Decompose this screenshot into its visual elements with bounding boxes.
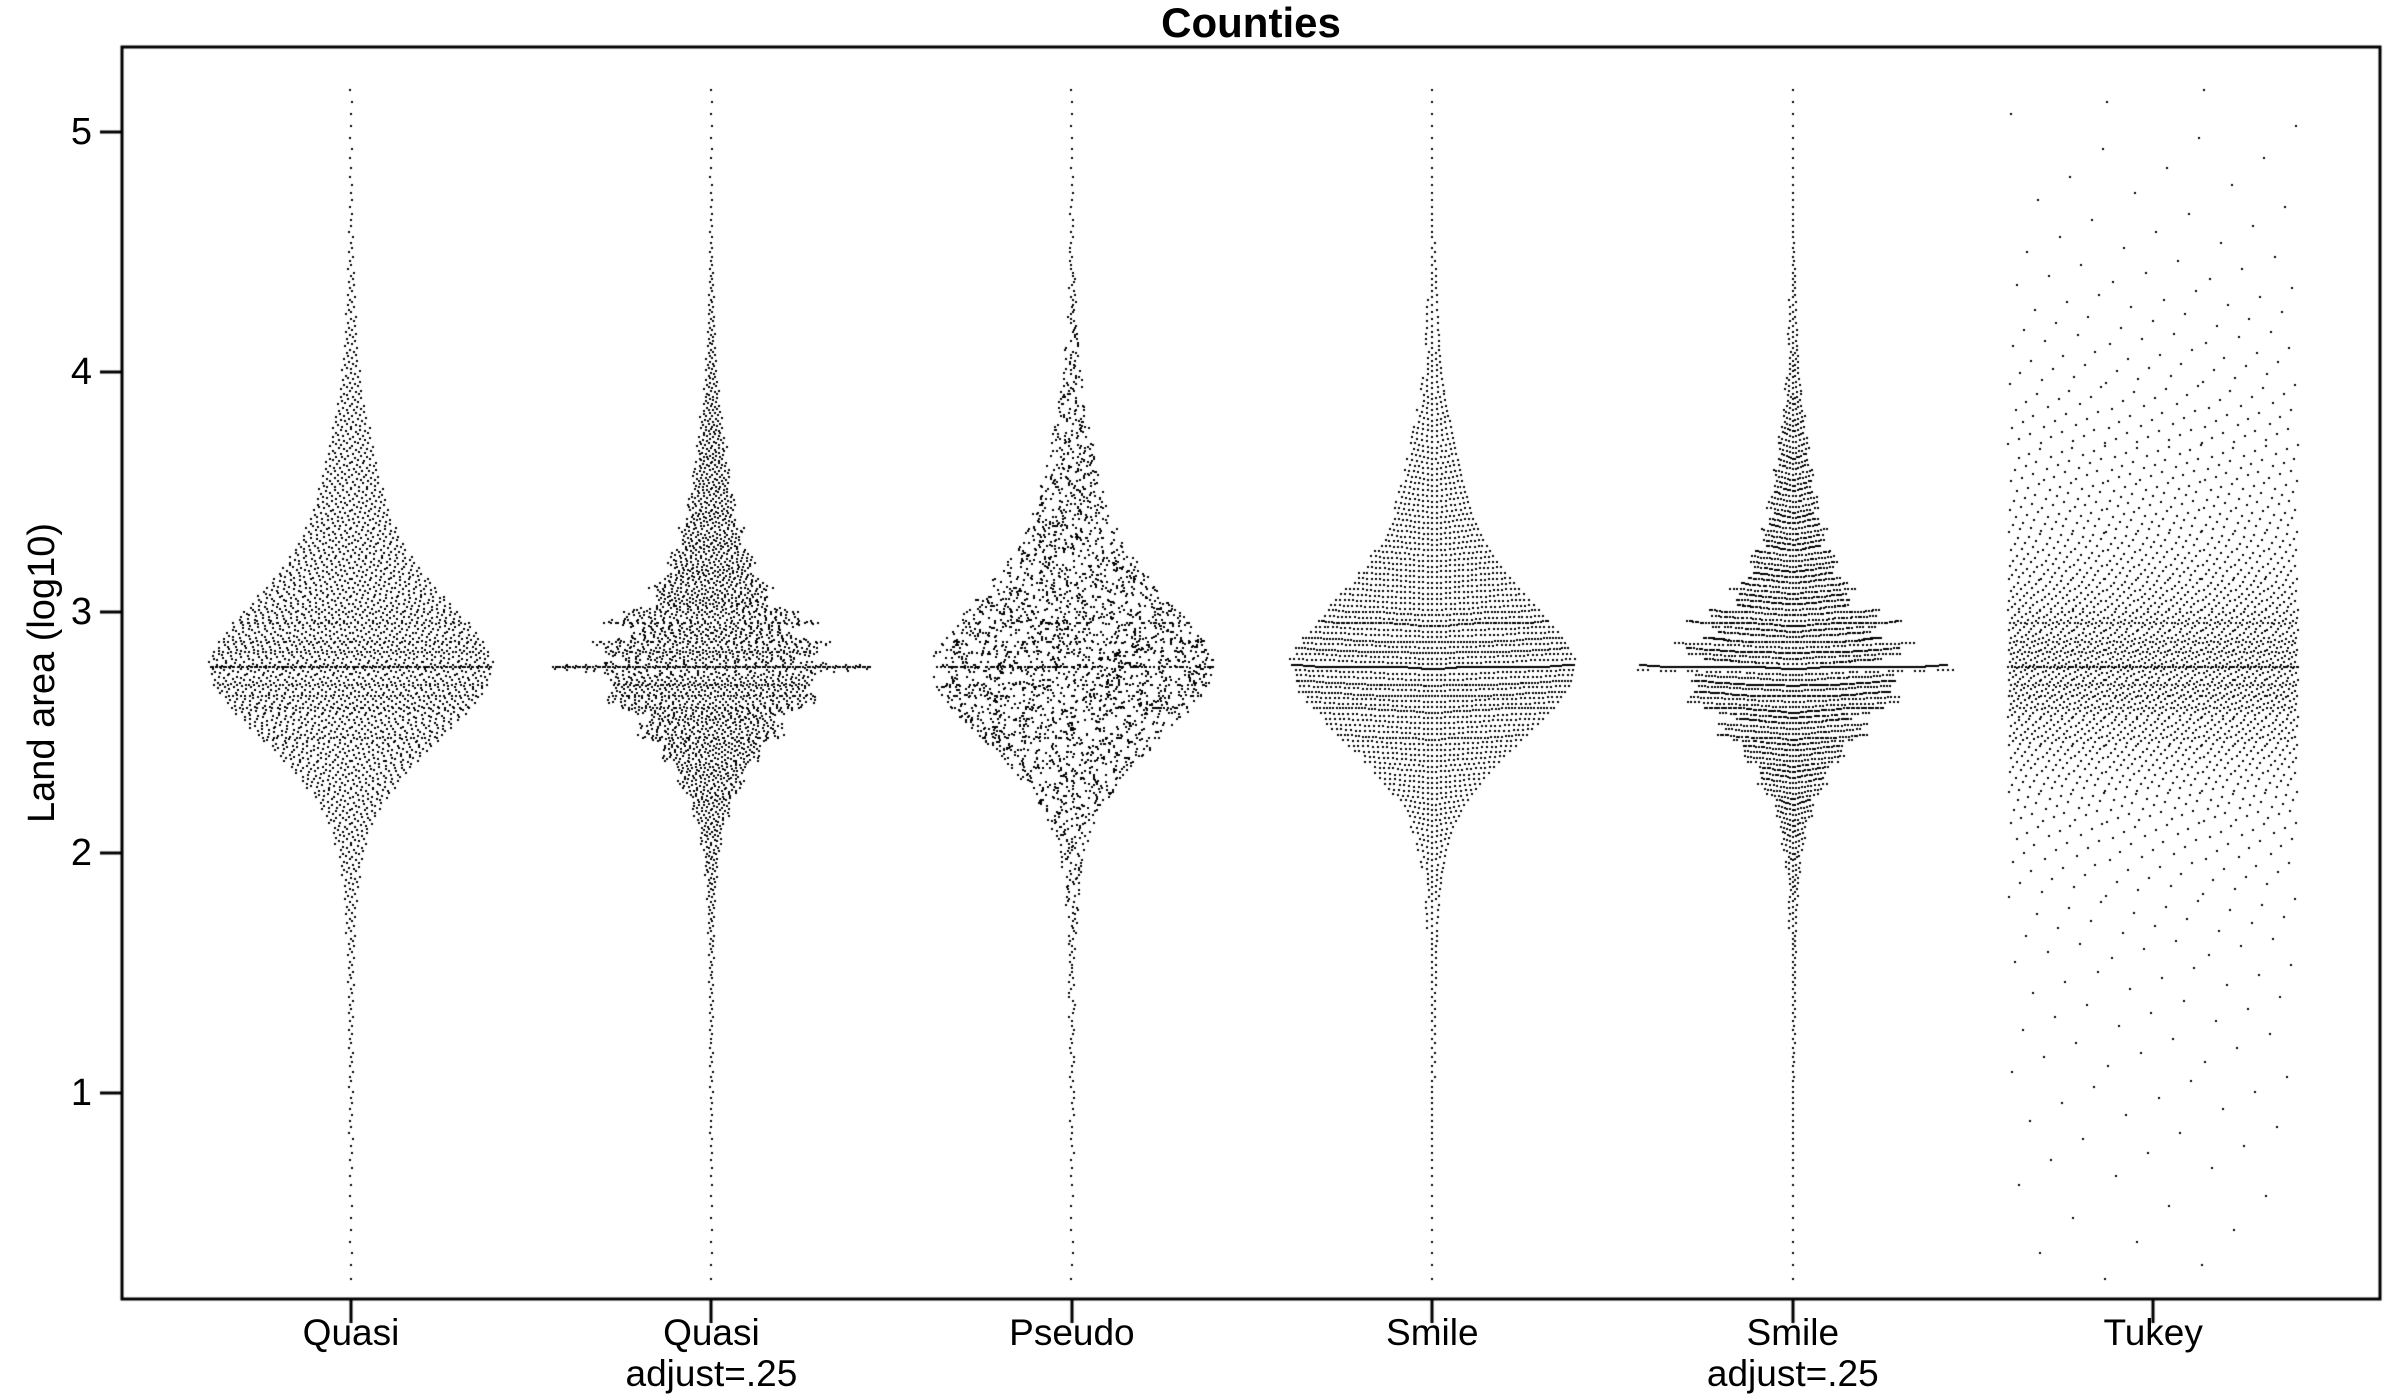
x-category-label-line1: Tukey — [2103, 1312, 2203, 1353]
y-tick-label: 1 — [70, 1071, 92, 1114]
x-category-label: Quasi — [171, 1312, 531, 1353]
y-tick-label: 2 — [70, 831, 92, 874]
x-category-label: Pseudo — [892, 1312, 1252, 1353]
y-tick-label: 5 — [70, 110, 92, 153]
x-category-label: Smile — [1252, 1312, 1612, 1353]
x-category-label-line1: Pseudo — [1009, 1312, 1135, 1353]
x-category-label: Tukey — [1973, 1312, 2333, 1353]
x-category-label-line1: Quasi — [302, 1312, 400, 1353]
chart-title: Counties — [1161, 0, 1341, 46]
x-category-label: Smile adjust=.25 — [1613, 1312, 1973, 1394]
x-category-label-line2: adjust=.25 — [625, 1353, 798, 1394]
y-tick-label: 3 — [70, 591, 92, 634]
x-category-label-line1: Smile — [1746, 1312, 1840, 1353]
x-category-label-line1: Smile — [1386, 1312, 1479, 1353]
y-tick-label: 4 — [70, 351, 92, 393]
x-category-label-line2: adjust=.25 — [1706, 1353, 1879, 1394]
x-category-label-line1: Quasi — [663, 1312, 760, 1353]
x-category-label: Quasi adjust=.25 — [531, 1312, 891, 1394]
